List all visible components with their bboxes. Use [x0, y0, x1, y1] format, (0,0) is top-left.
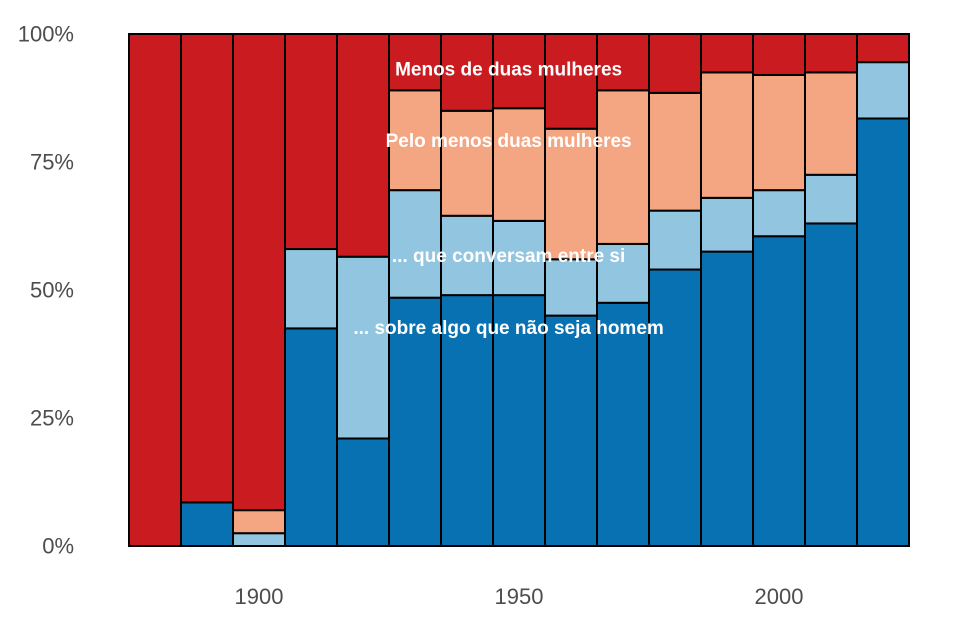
- bar-segment-1900-s2: [232, 509, 286, 535]
- annotation-label: ... sobre algo que não seja homem: [353, 318, 663, 339]
- bar-segment-1960-s2: [544, 127, 598, 261]
- bar-segment-1880-s3: [128, 33, 182, 547]
- x-tick-label: 2000: [755, 584, 804, 609]
- annotation-label: ... que conversam entre si: [392, 246, 625, 267]
- annotation-label: Menos de duas mulheres: [395, 59, 622, 80]
- bar-segment-1940-s3: [440, 33, 494, 112]
- bar-segment-1950-s0: [492, 294, 546, 547]
- bar-segment-1960-s1: [544, 258, 598, 317]
- y-axis-tick-labels: 0% 25% 50% 75% 100%: [18, 22, 74, 559]
- bar-segment-1920-s1: [336, 255, 390, 440]
- x-axis-tick-labels: 1900 1950 2000: [235, 584, 804, 609]
- bar-segment-2020-s1: [856, 61, 910, 120]
- annotation-label: Pelo menos duas mulheres: [386, 131, 632, 152]
- x-tick-label: 1900: [235, 584, 284, 609]
- bar-segment-1940-s2: [440, 109, 494, 217]
- bar-segment-2000-s3: [752, 33, 806, 76]
- bar-segment-2010-s0: [804, 222, 858, 547]
- bar-segment-1930-s3: [388, 33, 442, 92]
- bar-segment-1950-s2: [492, 107, 546, 222]
- bar-segment-2010-s1: [804, 173, 858, 225]
- bar-segment-1990-s0: [700, 250, 754, 547]
- y-tick-label: 50%: [30, 278, 74, 303]
- bar-segment-1990-s3: [700, 33, 754, 74]
- bar-segment-1930-s2: [388, 89, 442, 192]
- y-tick-label: 75%: [30, 150, 74, 175]
- bar-segment-2020-s0: [856, 117, 910, 547]
- bar-segment-1970-s0: [596, 301, 650, 547]
- bar-segment-1920-s0: [336, 437, 390, 548]
- bar-segment-1920-s3: [336, 33, 390, 258]
- bar-segment-1900-s1: [232, 532, 286, 548]
- bar-segment-1910-s3: [284, 33, 338, 251]
- bar-segment-1890-s3: [180, 33, 234, 504]
- bars-layer: [128, 33, 910, 548]
- x-tick-label: 1950: [495, 584, 544, 609]
- bar-segment-1970-s2: [596, 89, 650, 245]
- bar-segment-1930-s0: [388, 296, 442, 547]
- bar-segment-1980-s1: [648, 209, 702, 271]
- annotations-layer: Menos de duas mulheres Pelo menos duas mu…: [353, 59, 663, 339]
- bar-segment-1950-s1: [492, 219, 546, 297]
- bar-segment-1940-s1: [440, 214, 494, 297]
- bar-segment-1980-s0: [648, 268, 702, 547]
- bar-segment-2000-s1: [752, 189, 806, 238]
- bar-segment-1990-s2: [700, 71, 754, 199]
- bar-segment-1930-s1: [388, 189, 442, 299]
- bar-segment-1980-s2: [648, 91, 702, 212]
- y-tick-label: 100%: [18, 22, 74, 47]
- bar-segment-1960-s0: [544, 314, 598, 547]
- bar-segment-1970-s3: [596, 33, 650, 92]
- bar-segment-1910-s0: [284, 327, 338, 547]
- y-tick-label: 0%: [42, 534, 74, 559]
- bar-segment-2000-s2: [752, 73, 806, 192]
- bar-segment-1980-s3: [648, 33, 702, 94]
- bar-segment-1950-s3: [492, 33, 546, 110]
- bar-segment-1960-s3: [544, 33, 598, 130]
- bar-segment-2010-s3: [804, 33, 858, 74]
- y-tick-label: 25%: [30, 406, 74, 431]
- bar-segment-1990-s1: [700, 196, 754, 253]
- bar-segment-1910-s1: [284, 248, 338, 330]
- bar-segment-2000-s0: [752, 235, 806, 548]
- bar-segment-1900-s3: [232, 33, 286, 512]
- bar-segment-1890-s0: [180, 501, 234, 548]
- bar-segment-2020-s3: [856, 33, 910, 64]
- bar-segment-2010-s2: [804, 71, 858, 176]
